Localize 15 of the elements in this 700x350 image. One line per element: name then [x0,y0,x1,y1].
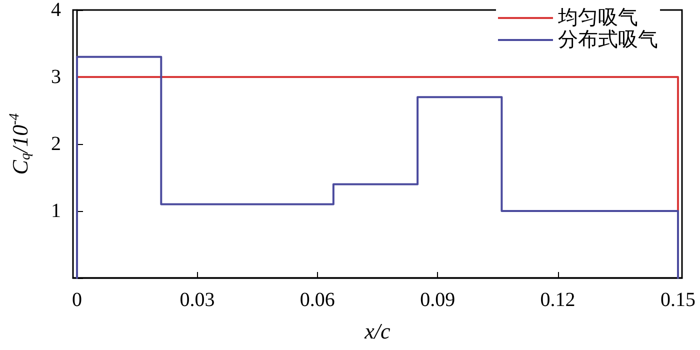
y-tick-label: 2 [51,133,61,155]
x-tick-label: 0.12 [540,289,576,311]
line-series [76,56,679,279]
x-tick-label: 0.06 [300,289,335,311]
y-tick-label: 4 [51,0,61,21]
x-tick-label: 0.03 [180,289,215,311]
x-axis-title: x/c [364,318,391,344]
x-tick-label: 0.09 [420,289,456,311]
legend-label: 均匀吸气 [557,7,638,29]
y-tick-label: 1 [51,200,61,222]
y-axis-title: Cq/10-4 [8,113,34,175]
x-tick-label: 0.15 [660,289,696,311]
x-tick-label: 0 [72,289,82,311]
y-tick-label: 3 [51,66,61,88]
legend-label: 分布式吸气 [558,29,658,51]
